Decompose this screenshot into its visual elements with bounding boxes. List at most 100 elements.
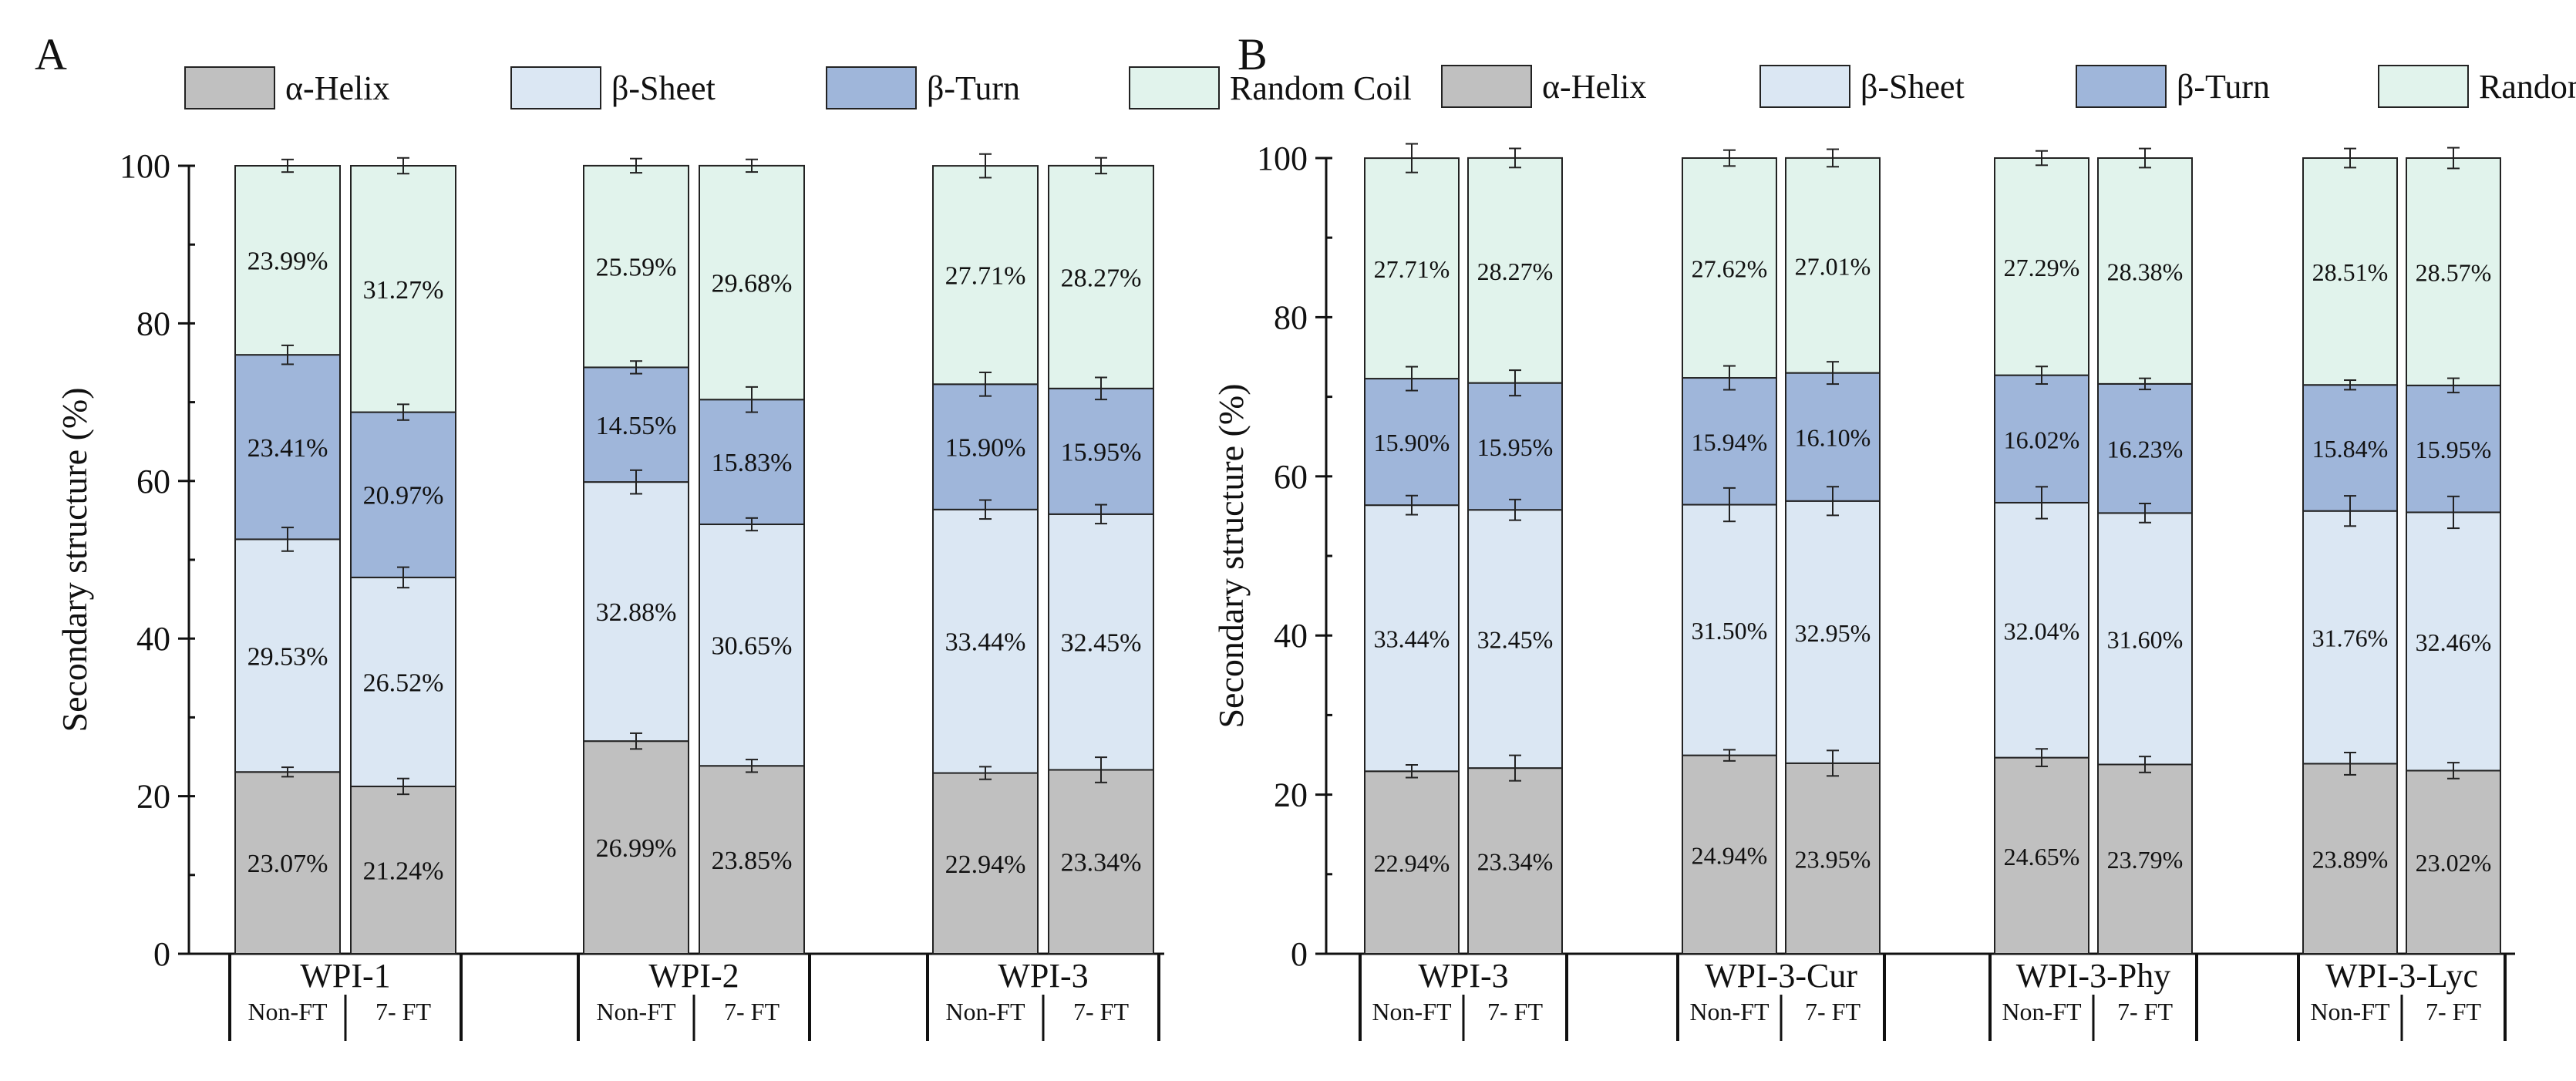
group-label-wpi-3-cur: WPI-3-Cur — [1705, 957, 1857, 995]
group-label-wpi-3-phy: WPI-3-Phy — [2016, 957, 2170, 995]
bar-wpi-3-lyc-1-segment-1 — [2406, 511, 2501, 772]
data-label-wpi-1-0-3: 23.99% — [247, 248, 328, 276]
y-axis-label: Secondary structure (%) — [55, 387, 94, 732]
data-label-wpi-2-1-1: 30.65% — [712, 632, 793, 661]
data-label-wpi-3-1-2: 15.95% — [1477, 433, 1554, 461]
sub-label-wpi-3-lyc-0: Non-FT — [2310, 998, 2390, 1025]
bar-wpi-3-phy-0-segment-3 — [1994, 157, 2089, 376]
data-label-wpi-2-0-2: 14.55% — [596, 412, 677, 440]
data-label-wpi-3-1-3: 28.27% — [1061, 264, 1142, 292]
bar-wpi-3-cur-1-segment-3 — [1785, 157, 1881, 374]
y-tick-label-20: 20 — [1274, 776, 1308, 814]
data-label-wpi-2-1-3: 29.68% — [712, 270, 793, 298]
data-label-wpi-1-1-2: 20.97% — [363, 482, 444, 510]
data-label-wpi-3-phy-0-2: 16.02% — [2004, 426, 2080, 453]
panel-b: B α-Helix β-Sheet β-Turn Random Coil Seconda… — [1211, 29, 2576, 1041]
data-label-wpi-3-cur-0-1: 31.50% — [1692, 617, 1768, 645]
y-tick-label-80: 80 — [1274, 298, 1308, 336]
bar-wpi-3-0-segment-0 — [932, 772, 1039, 955]
data-label-wpi-3-1-2: 15.95% — [1061, 438, 1142, 466]
bar-wpi-3-0-segment-1 — [932, 508, 1039, 774]
sub-label-wpi-2-1: 7- FT — [724, 998, 780, 1025]
bar-wpi-3-lyc-0-segment-0 — [2302, 763, 2398, 955]
data-label-wpi-2-0-3: 25.59% — [596, 254, 677, 282]
data-label-wpi-3-phy-0-1: 32.04% — [2004, 617, 2080, 645]
y-tick-label-20: 20 — [136, 778, 170, 816]
data-label-wpi-3-cur-1-3: 27.01% — [1795, 252, 1871, 280]
data-label-wpi-3-phy-0-3: 27.29% — [2004, 254, 2080, 281]
legend-swatch-helix — [184, 66, 275, 109]
data-label-wpi-1-0-2: 23.41% — [247, 434, 328, 463]
bar-wpi-3-1-segment-0 — [1048, 769, 1154, 955]
sub-label-wpi-3-cur-0: Non-FT — [1689, 998, 1770, 1025]
sub-label-wpi-3-1: 7- FT — [1073, 998, 1129, 1025]
bar-wpi-3-cur-1-segment-2 — [1785, 372, 1881, 502]
data-label-wpi-3-0-0: 22.94% — [945, 850, 1026, 879]
data-label-wpi-3-cur-1-1: 32.95% — [1795, 619, 1871, 647]
bar-wpi-3-phy-1-segment-2 — [2097, 382, 2193, 514]
sub-label-wpi-2-0: Non-FT — [596, 998, 676, 1025]
sub-label-wpi-3-lyc-1: 7- FT — [2426, 998, 2481, 1025]
legend-swatch-turn — [2076, 65, 2167, 108]
data-label-wpi-3-phy-1-2: 16.23% — [2107, 436, 2184, 463]
bar-wpi-2-1-segment-1 — [699, 524, 805, 767]
sub-label-wpi-1-1: 7- FT — [375, 998, 431, 1025]
bar-wpi-2-1-segment-3 — [699, 164, 805, 401]
data-label-wpi-2-1-0: 23.85% — [712, 847, 793, 875]
legend-swatch-random-coil — [1129, 66, 1220, 109]
bar-wpi-2-0-segment-2 — [583, 366, 689, 483]
bar-wpi-2-1-segment-0 — [699, 765, 805, 955]
bar-wpi-1-1-segment-1 — [350, 576, 456, 787]
data-label-wpi-3-1-1: 32.45% — [1061, 629, 1142, 658]
bar-wpi-3-phy-1-segment-0 — [2097, 763, 2193, 955]
data-label-wpi-3-1-0: 23.34% — [1477, 848, 1554, 876]
legend-swatch-helix — [1441, 65, 1532, 108]
data-label-wpi-3-cur-0-3: 27.62% — [1692, 255, 1768, 283]
legend-label-helix: α-Helix — [285, 69, 389, 107]
data-label-wpi-2-1-2: 15.83% — [712, 449, 793, 477]
data-label-wpi-3-phy-0-0: 24.65% — [2004, 843, 2080, 871]
y-tick-label-40: 40 — [136, 620, 170, 658]
sub-label-wpi-3-0: Non-FT — [945, 998, 1025, 1025]
bar-wpi-3-1-segment-0 — [1467, 767, 1563, 955]
bar-wpi-3-phy-0-segment-1 — [1994, 501, 2089, 759]
data-label-wpi-3-phy-1-1: 31.60% — [2107, 625, 2184, 653]
bar-wpi-3-phy-0-segment-0 — [1994, 756, 2089, 955]
legend-label-random-coil: Random Coil — [2479, 68, 2576, 106]
data-label-wpi-3-lyc-0-2: 15.84% — [2312, 435, 2389, 463]
data-label-wpi-1-1-1: 26.52% — [363, 668, 444, 697]
y-tick-label-0: 0 — [1291, 935, 1308, 973]
y-tick-label-60: 60 — [1274, 458, 1308, 496]
data-label-wpi-3-cur-1-2: 16.10% — [1795, 424, 1871, 452]
data-label-wpi-3-lyc-0-1: 31.76% — [2312, 625, 2389, 652]
legend-swatch-random-coil — [2378, 65, 2469, 108]
sub-label-wpi-1-0: Non-FT — [247, 998, 328, 1025]
bar-wpi-3-1-segment-1 — [1467, 509, 1563, 769]
legend-label-turn: β-Turn — [2177, 68, 2270, 106]
bar-wpi-3-phy-1-segment-3 — [2097, 157, 2193, 385]
bar-wpi-3-0-segment-3 — [1364, 157, 1460, 380]
data-label-wpi-3-lyc-1-3: 28.57% — [2416, 258, 2492, 286]
data-label-wpi-3-cur-0-0: 24.94% — [1692, 841, 1768, 869]
data-label-wpi-3-1-3: 28.27% — [1477, 258, 1554, 285]
y-tick-label-60: 60 — [136, 463, 170, 500]
y-tick-label-80: 80 — [136, 305, 170, 342]
bar-wpi-3-0-segment-2 — [1364, 378, 1460, 507]
bar-wpi-3-1-segment-3 — [1048, 164, 1154, 389]
bar-wpi-3-cur-0-segment-0 — [1682, 754, 1777, 955]
bar-wpi-1-1-segment-0 — [350, 785, 456, 955]
legend-label-random-coil: Random Coil — [1230, 69, 1412, 107]
group-label-wpi-3-lyc: WPI-3-Lyc — [2325, 957, 2478, 995]
y-tick-label-40: 40 — [1274, 617, 1308, 655]
panel-a-letter: A — [35, 29, 67, 79]
legend-label-sheet: β-Sheet — [1860, 68, 1965, 106]
bar-wpi-3-cur-0-segment-2 — [1682, 377, 1777, 506]
data-label-wpi-3-0-1: 33.44% — [1374, 625, 1450, 653]
data-label-wpi-3-1-0: 23.34% — [1061, 849, 1142, 877]
bar-wpi-3-0-segment-0 — [1364, 770, 1460, 955]
data-label-wpi-2-0-0: 26.99% — [596, 834, 677, 863]
bar-wpi-3-lyc-0-segment-1 — [2302, 510, 2398, 765]
y-tick-label-100: 100 — [120, 147, 170, 185]
legend-label-turn: β-Turn — [927, 69, 1020, 107]
